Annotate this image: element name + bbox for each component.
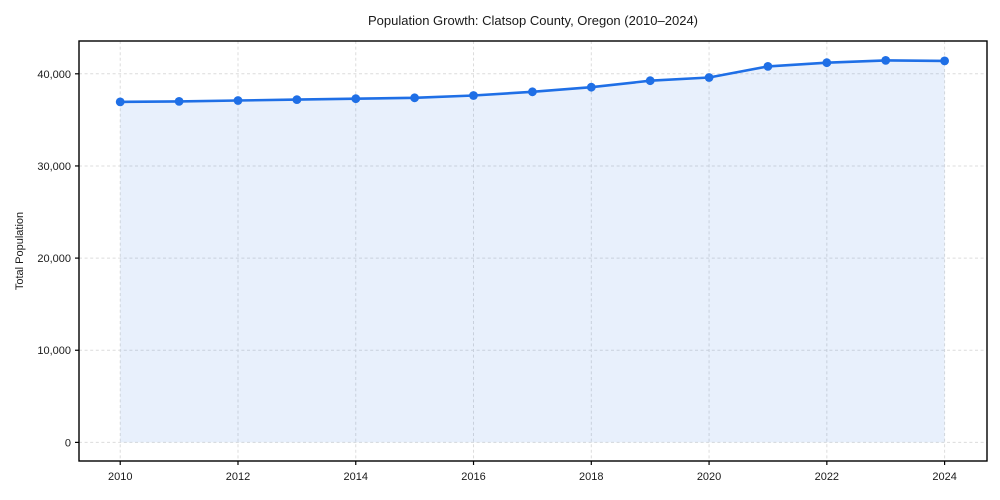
data-point	[292, 95, 302, 104]
y-tick-label: 0	[65, 437, 71, 449]
axis-frame	[78, 40, 988, 462]
data-point	[645, 76, 655, 86]
data-point	[174, 97, 184, 106]
data-point	[351, 94, 361, 104]
data-point	[940, 56, 949, 66]
x-tick-label: 2012	[226, 471, 250, 483]
x-tick-label: 2014	[344, 471, 368, 483]
x-tick-label: 2010	[108, 471, 132, 483]
x-tick-label: 2016	[461, 471, 485, 483]
y-tick-label: 20,000	[37, 253, 71, 265]
x-tick-label: 2022	[815, 471, 839, 483]
x-tick-label: 2024	[932, 471, 956, 483]
data-point	[469, 91, 478, 100]
data-point	[233, 96, 243, 105]
x-tick-label: 2018	[579, 471, 603, 483]
data-point	[586, 82, 596, 92]
data-point	[410, 93, 419, 103]
data-point	[528, 87, 537, 97]
data-point	[822, 58, 832, 68]
data-point	[115, 97, 125, 107]
y-tick-label: 10,000	[37, 345, 71, 357]
data-point	[704, 73, 714, 82]
data-point	[763, 62, 773, 71]
y-tick-label: 30,000	[37, 161, 71, 173]
area-fill	[120, 60, 945, 443]
x-tick-label: 2020	[697, 471, 721, 483]
y-tick-label: 40,000	[37, 69, 71, 81]
chart-title: Population Growth: Clatsop County, Orego…	[367, 13, 698, 28]
data-point	[881, 56, 891, 65]
